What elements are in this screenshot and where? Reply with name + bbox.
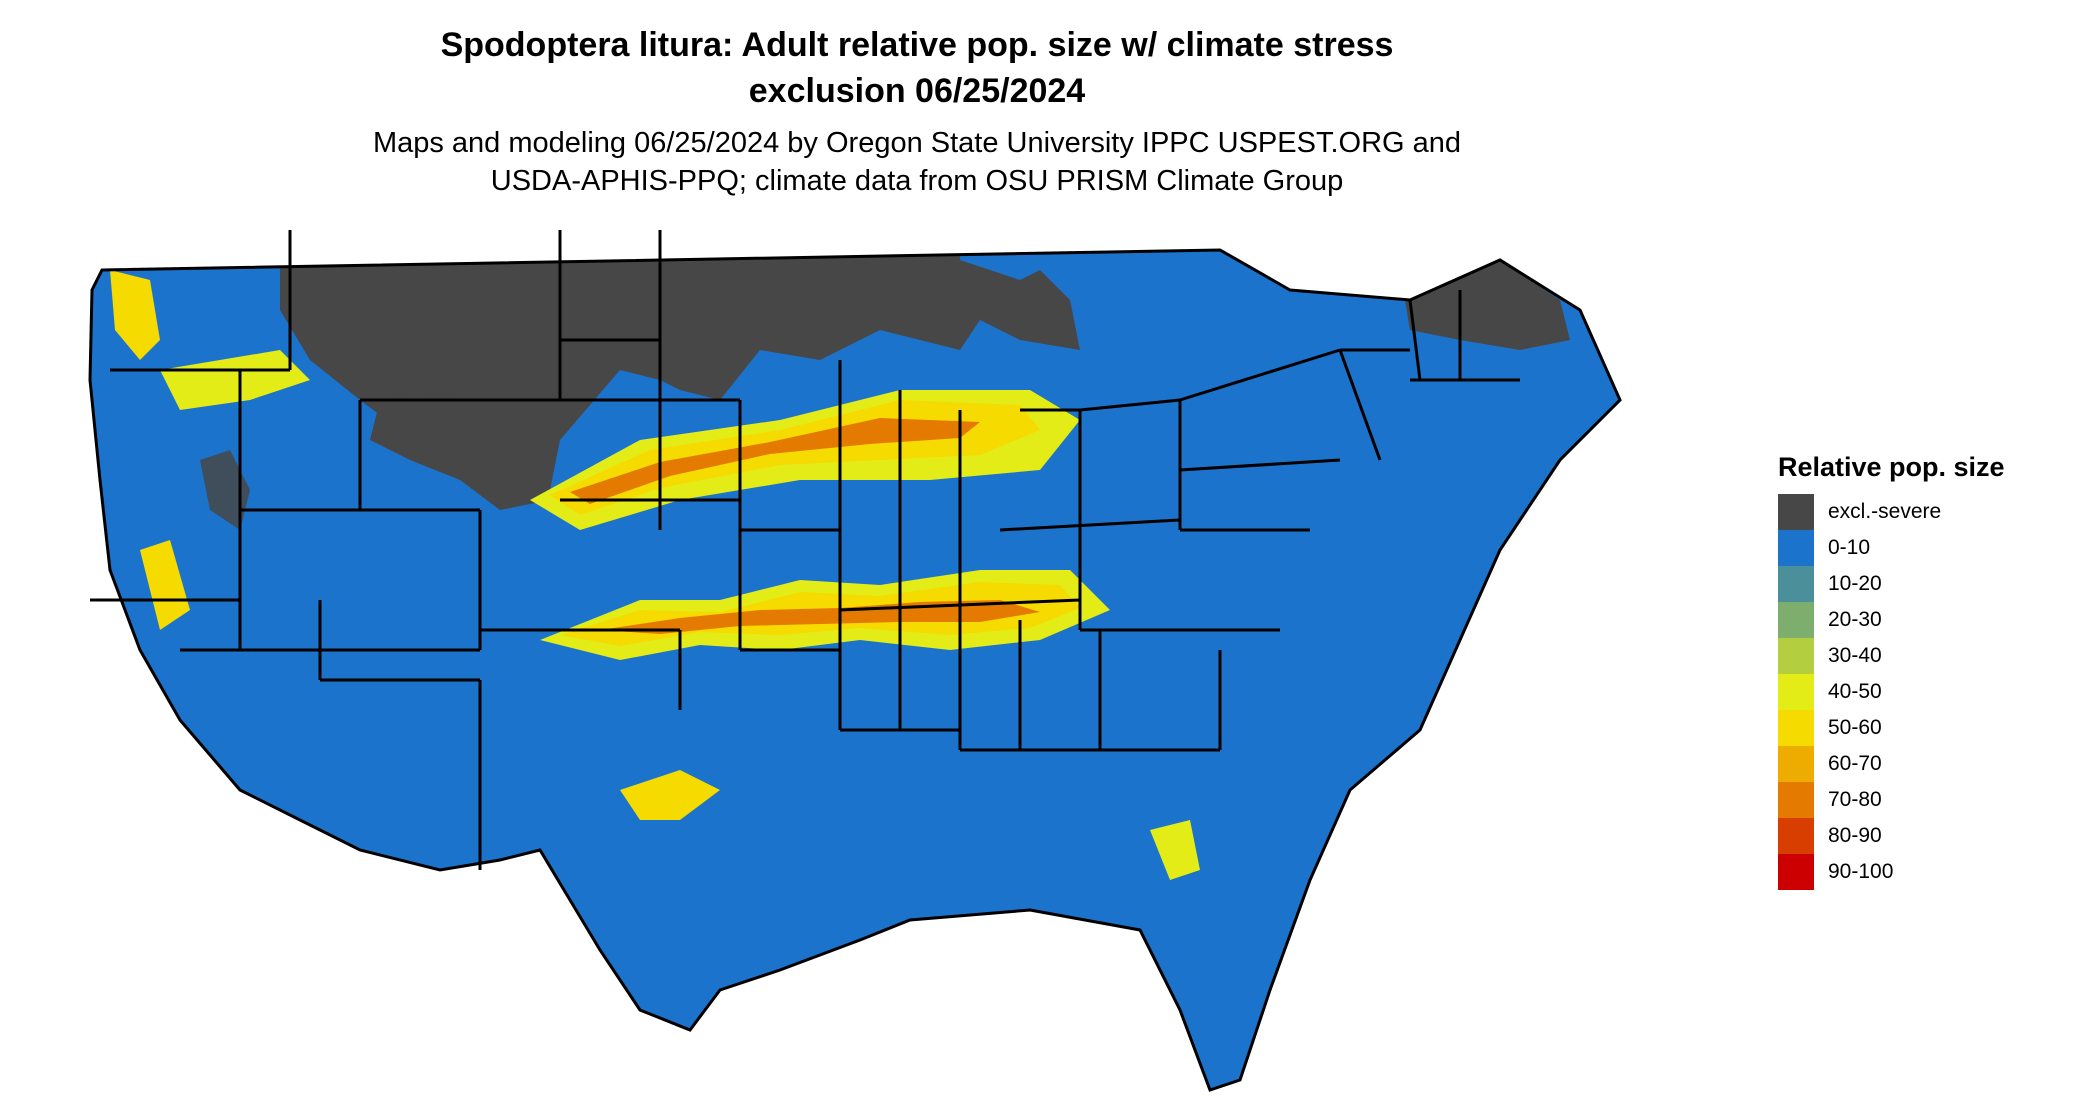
- legend-label: 70-80: [1828, 788, 1882, 811]
- legend-item: 60-70: [1778, 746, 2078, 782]
- us-outline: [88, 248, 1622, 1092]
- map-subtitle: Maps and modeling 06/25/2024 by Oregon S…: [0, 124, 1834, 200]
- legend-label: 10-20: [1828, 572, 1882, 595]
- legend-item: 0-10: [1778, 530, 2078, 566]
- state-borders: [88, 230, 1622, 1092]
- map-title: Spodoptera litura: Adult relative pop. s…: [0, 22, 1834, 114]
- legend-item: excl.-severe: [1778, 494, 2078, 530]
- legend-swatch: [1778, 818, 1814, 854]
- legend-item: 70-80: [1778, 782, 2078, 818]
- legend-item: 10-20: [1778, 566, 2078, 602]
- legend-swatch: [1778, 638, 1814, 674]
- legend-label: 50-60: [1828, 716, 1882, 739]
- legend-label: 60-70: [1828, 752, 1882, 775]
- legend-label: excl.-severe: [1828, 500, 1942, 523]
- legend-item: 80-90: [1778, 818, 2078, 854]
- border-lines: [90, 230, 1520, 870]
- band-texas-coast: [620, 770, 720, 820]
- legend-swatch: [1778, 566, 1814, 602]
- legend-swatch: [1778, 530, 1814, 566]
- legend-item: 40-50: [1778, 674, 2078, 710]
- band-south-core: [600, 600, 1040, 634]
- legend-swatch: [1778, 494, 1814, 530]
- legend-swatch: [1778, 782, 1814, 818]
- band-west-patch-2: [160, 350, 310, 410]
- title-line-2: exclusion 06/25/2024: [748, 72, 1086, 110]
- legend-label: 40-50: [1828, 680, 1882, 703]
- legend-swatch: [1778, 710, 1814, 746]
- legend-item: 30-40: [1778, 638, 2078, 674]
- band-florida: [1150, 820, 1200, 880]
- excluded-region-nevada: [200, 450, 250, 530]
- legend-label: 90-100: [1828, 860, 1894, 883]
- title-line-1: Spodoptera litura: Adult relative pop. s…: [440, 26, 1394, 64]
- legend-swatch: [1778, 674, 1814, 710]
- us-relative-population-map: [88, 230, 1622, 1092]
- legend-label: 30-40: [1828, 644, 1882, 667]
- legend-label: 20-30: [1828, 608, 1882, 631]
- legend-swatch: [1778, 602, 1814, 638]
- legend-title: Relative pop. size: [1778, 452, 2005, 482]
- legend-swatch: [1778, 746, 1814, 782]
- band-central-core: [570, 418, 980, 504]
- legend: Relative pop. size excl.-severe 0-10 10-20…: [1778, 450, 2078, 890]
- legend-label: 80-90: [1828, 824, 1882, 847]
- legend-item: 20-30: [1778, 602, 2078, 638]
- band-west-patch-3: [140, 540, 190, 630]
- excluded-region-rockies: [370, 390, 550, 510]
- legend-item: 50-60: [1778, 710, 2078, 746]
- subtitle-line-1: Maps and modeling 06/25/2024 by Oregon S…: [372, 127, 1462, 159]
- subtitle-line-2: USDA-APHIS-PPQ; climate data from OSU PR…: [490, 165, 1344, 197]
- legend-item: 90-100: [1778, 854, 2078, 890]
- legend-label: 0-10: [1828, 536, 1871, 559]
- band-west-patch-1: [110, 270, 160, 360]
- legend-items: excl.-severe 0-10 10-20 20-30 30-40 40-50 50-6…: [1778, 494, 2078, 890]
- legend-swatch: [1778, 854, 1814, 890]
